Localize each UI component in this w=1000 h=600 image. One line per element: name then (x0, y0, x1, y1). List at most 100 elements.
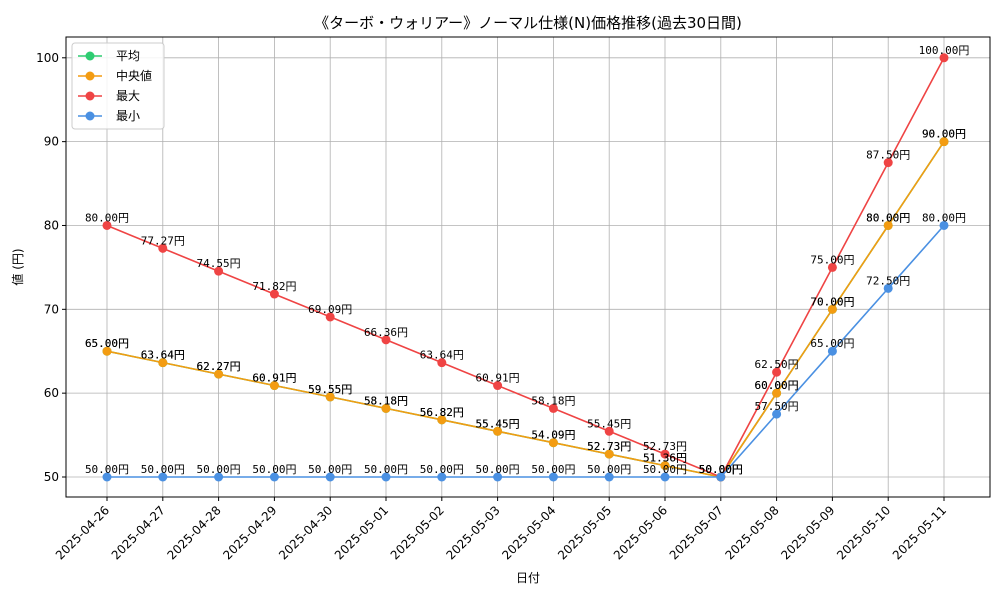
data-point (827, 262, 837, 272)
data-label: 59.55円 (308, 383, 352, 396)
data-label: 56.82円 (420, 406, 464, 419)
data-point (939, 220, 949, 230)
data-label: 63.64円 (420, 349, 464, 362)
data-point (772, 409, 782, 419)
data-label: 80.00円 (866, 211, 910, 224)
data-point (493, 426, 503, 436)
series-line (106, 141, 945, 478)
data-label: 54.09円 (531, 429, 575, 442)
data-label: 62.27円 (197, 360, 241, 373)
data-point (325, 312, 335, 322)
data-label: 50.00円 (643, 463, 687, 476)
data-label: 80.00円 (85, 211, 129, 224)
data-label: 80.00円 (866, 211, 910, 224)
series-layer (102, 53, 949, 482)
data-point (102, 220, 112, 230)
legend-marker (85, 71, 95, 81)
data-label: 58.18円 (364, 394, 408, 407)
data-label: 60.91円 (252, 372, 296, 385)
y-tick-label: 90 (44, 135, 59, 149)
data-point (325, 472, 335, 482)
data-point (548, 438, 558, 448)
data-label: 51.36円 (643, 452, 687, 465)
plot-frame (65, 36, 991, 498)
data-point (883, 220, 893, 230)
data-label: 65.00円 (85, 337, 129, 350)
x-tick-label: 2025-05-08 (723, 503, 782, 562)
legend-marker (85, 51, 95, 61)
legend-label: 最大 (116, 89, 140, 103)
y-tick-label: 50 (44, 470, 59, 484)
data-label: 55.45円 (476, 417, 520, 430)
x-tick-label: 2025-05-02 (388, 503, 447, 562)
data-label: 55.45円 (476, 417, 520, 430)
x-tick-label: 2025-05-11 (890, 503, 949, 562)
data-label: 60.00円 (755, 379, 799, 392)
data-label: 60.91円 (476, 372, 520, 385)
data-point (269, 289, 279, 299)
data-label: 62.50円 (755, 358, 799, 371)
data-point (214, 266, 224, 276)
data-point (158, 472, 168, 482)
data-label: 50.00円 (308, 463, 352, 476)
data-point (437, 358, 447, 368)
y-axis-ticks: 50 60 70 80 90 100 (36, 51, 66, 484)
x-axis-label: 日付 (516, 571, 540, 585)
data-label: 54.09円 (531, 429, 575, 442)
x-tick-label: 2025-05-04 (499, 503, 558, 562)
data-label: 66.36円 (364, 326, 408, 339)
data-label: 50.00円 (531, 463, 575, 476)
data-labels: 65.00円 63.64円 62.27円 60.91円 59.55円 58.18円 56.8… (85, 44, 969, 476)
chart-title: 《ターボ・ウォリアー》ノーマル仕様(N)価格推移(過去30日間) (314, 14, 742, 32)
grid (66, 37, 990, 497)
data-label: 100.00円 (919, 44, 970, 57)
data-point (325, 392, 335, 402)
data-point (158, 358, 168, 368)
data-label: 57.50円 (755, 400, 799, 413)
legend-marker (85, 91, 95, 101)
x-tick-label: 2025-05-09 (778, 503, 837, 562)
data-point (269, 381, 279, 391)
data-point (827, 304, 837, 314)
data-label: 50.00円 (420, 463, 464, 476)
y-tick-label: 80 (44, 218, 59, 232)
data-point (158, 243, 168, 253)
data-label: 60.91円 (252, 372, 296, 385)
data-point (437, 415, 447, 425)
data-label: 62.27円 (197, 360, 241, 373)
data-label: 55.45円 (587, 417, 631, 430)
data-point (660, 449, 670, 459)
series-line (107, 224, 945, 478)
data-label: 70.00円 (810, 295, 854, 308)
legend-item: 平均 (78, 49, 140, 63)
legend-marker (85, 111, 95, 121)
legend-item: 最大 (78, 89, 140, 103)
data-point (381, 403, 391, 413)
data-label: 56.82円 (420, 406, 464, 419)
data-label: 52.73円 (643, 440, 687, 453)
legend-box (71, 42, 165, 130)
data-point (772, 388, 782, 398)
legend-item: 中央値 (78, 68, 152, 83)
legend-label: 中央値 (116, 68, 152, 83)
series-line (106, 57, 945, 479)
data-point (493, 381, 503, 391)
y-axis-label: 値 (円) (10, 248, 25, 285)
data-label: 70.00円 (810, 295, 854, 308)
data-label: 63.64円 (141, 349, 185, 362)
data-point (660, 461, 670, 471)
data-label: 58.18円 (531, 394, 575, 407)
x-tick-label: 2025-04-28 (165, 503, 224, 562)
x-tick-label: 2025-05-07 (667, 503, 726, 562)
data-point (102, 472, 112, 482)
data-label: 52.73円 (587, 440, 631, 453)
data-label: 50.00円 (699, 463, 743, 476)
data-label: 71.82円 (252, 280, 296, 293)
data-label: 60.00円 (755, 379, 799, 392)
data-label: 50.00円 (587, 463, 631, 476)
data-point (102, 346, 112, 356)
legend-label: 平均 (116, 49, 140, 63)
x-tick-label: 2025-04-26 (53, 503, 112, 562)
data-label: 72.50円 (866, 274, 910, 287)
data-point (716, 472, 726, 482)
